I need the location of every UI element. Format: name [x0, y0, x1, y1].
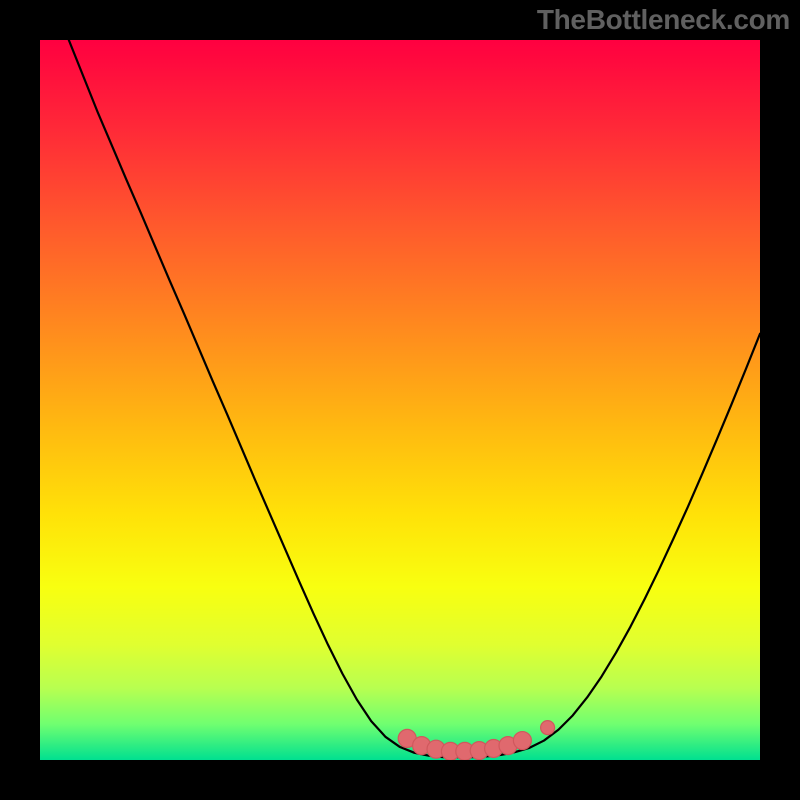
optimal-marker-end	[541, 721, 555, 735]
bottleneck-chart-svg	[0, 0, 800, 800]
frame-border	[0, 0, 40, 800]
optimal-marker	[513, 732, 531, 750]
watermark-text: TheBottleneck.com	[537, 4, 790, 36]
frame-border	[760, 0, 800, 800]
frame-border	[0, 760, 800, 800]
chart-canvas: TheBottleneck.com	[0, 0, 800, 800]
gradient-background	[40, 40, 760, 760]
